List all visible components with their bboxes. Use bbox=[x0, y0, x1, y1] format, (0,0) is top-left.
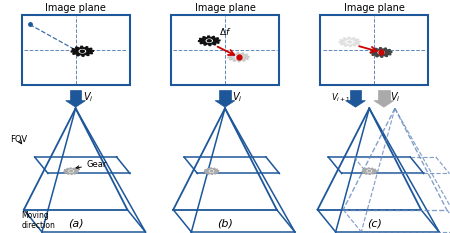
Bar bbox=[320, 15, 428, 85]
Circle shape bbox=[70, 171, 72, 172]
Circle shape bbox=[207, 40, 211, 42]
Circle shape bbox=[235, 55, 242, 59]
Circle shape bbox=[80, 50, 85, 52]
Text: FOV: FOV bbox=[10, 135, 27, 144]
Circle shape bbox=[348, 41, 351, 43]
Circle shape bbox=[368, 171, 370, 172]
Polygon shape bbox=[228, 52, 249, 62]
Circle shape bbox=[79, 50, 86, 53]
Polygon shape bbox=[339, 37, 360, 47]
Bar bbox=[70, 90, 81, 101]
Text: (c): (c) bbox=[367, 219, 382, 229]
Bar bbox=[378, 90, 390, 101]
Text: Image plane: Image plane bbox=[45, 3, 106, 14]
Circle shape bbox=[378, 51, 384, 54]
Circle shape bbox=[346, 40, 353, 44]
Text: $V_{i+1}$: $V_{i+1}$ bbox=[331, 91, 351, 103]
Polygon shape bbox=[204, 168, 219, 174]
Circle shape bbox=[210, 171, 213, 172]
Polygon shape bbox=[215, 101, 235, 107]
Circle shape bbox=[206, 39, 212, 42]
Bar bbox=[22, 15, 130, 85]
Text: $V_i$: $V_i$ bbox=[390, 90, 400, 104]
Text: $\Delta f$: $\Delta f$ bbox=[219, 26, 232, 37]
Polygon shape bbox=[346, 101, 365, 107]
Text: (b): (b) bbox=[217, 219, 233, 229]
Polygon shape bbox=[66, 101, 86, 107]
Text: $V_i$: $V_i$ bbox=[83, 90, 93, 104]
Text: Gear: Gear bbox=[76, 160, 107, 169]
Polygon shape bbox=[198, 36, 220, 45]
Text: (a): (a) bbox=[68, 219, 83, 229]
Text: Moving
direction: Moving direction bbox=[22, 211, 55, 230]
Text: Image plane: Image plane bbox=[194, 3, 256, 14]
Polygon shape bbox=[374, 101, 394, 107]
Circle shape bbox=[69, 170, 73, 172]
Bar bbox=[219, 90, 231, 101]
Circle shape bbox=[379, 51, 383, 53]
Circle shape bbox=[367, 170, 371, 172]
Polygon shape bbox=[64, 168, 78, 174]
Text: $V_i$: $V_i$ bbox=[232, 90, 243, 104]
Bar bbox=[350, 90, 361, 101]
Circle shape bbox=[237, 56, 240, 58]
Polygon shape bbox=[370, 48, 392, 57]
Circle shape bbox=[210, 170, 213, 172]
Polygon shape bbox=[71, 46, 94, 56]
Polygon shape bbox=[362, 168, 377, 174]
Bar bbox=[171, 15, 279, 85]
Text: Image plane: Image plane bbox=[344, 3, 405, 14]
